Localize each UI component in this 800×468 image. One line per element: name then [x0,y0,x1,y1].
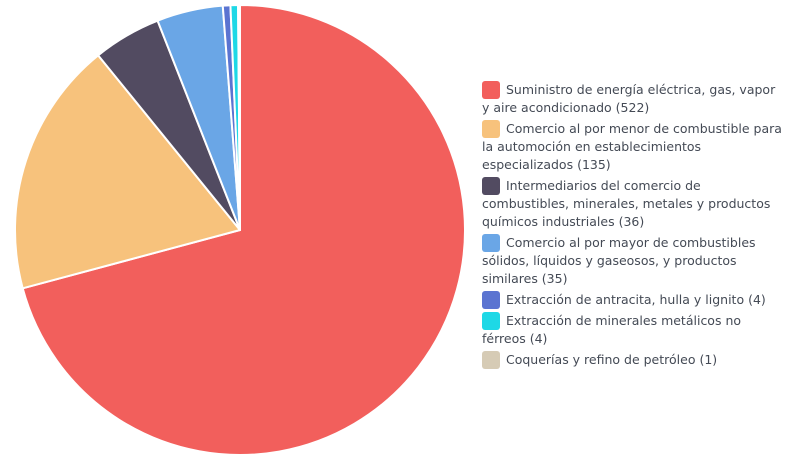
legend-item-7[interactable]: Coquerías y refino de petróleo (1) [482,351,782,369]
legend-item-1[interactable]: Suministro de energía eléctrica, gas, va… [482,81,782,117]
legend-label: Comercio al por menor de combustible par… [482,121,782,172]
legend-item-4[interactable]: Comercio al por mayor de combustibles só… [482,234,782,288]
legend-swatch [482,120,500,138]
pie-slice-1[interactable] [21,4,466,456]
pie-slice-7[interactable] [237,4,241,231]
legend-swatch [482,312,500,330]
legend-label: Intermediarios del comercio de combustib… [482,178,771,229]
legend-item-5[interactable]: Extracción de antracita, hulla y lignito… [482,291,782,309]
legend-swatch [482,291,500,309]
legend-label: Comercio al por mayor de combustibles só… [482,235,756,286]
legend-swatch [482,177,500,195]
legend-swatch [482,81,500,99]
legend-label: Suministro de energía eléctrica, gas, va… [482,82,776,115]
legend-label: Extracción de minerales metálicos no fér… [482,313,742,346]
legend-swatch [482,351,500,369]
legend-item-6[interactable]: Extracción de minerales metálicos no fér… [482,312,782,348]
legend-item-2[interactable]: Comercio al por menor de combustible par… [482,120,782,174]
legend-swatch [482,234,500,252]
pie-slice-2[interactable] [14,54,241,290]
chart-legend: Suministro de energía eléctrica, gas, va… [482,81,782,372]
legend-item-3[interactable]: Intermediarios del comercio de combustib… [482,177,782,231]
legend-label: Extracción de antracita, hulla y lignito… [506,292,766,307]
legend-label: Coquerías y refino de petróleo (1) [506,352,718,367]
